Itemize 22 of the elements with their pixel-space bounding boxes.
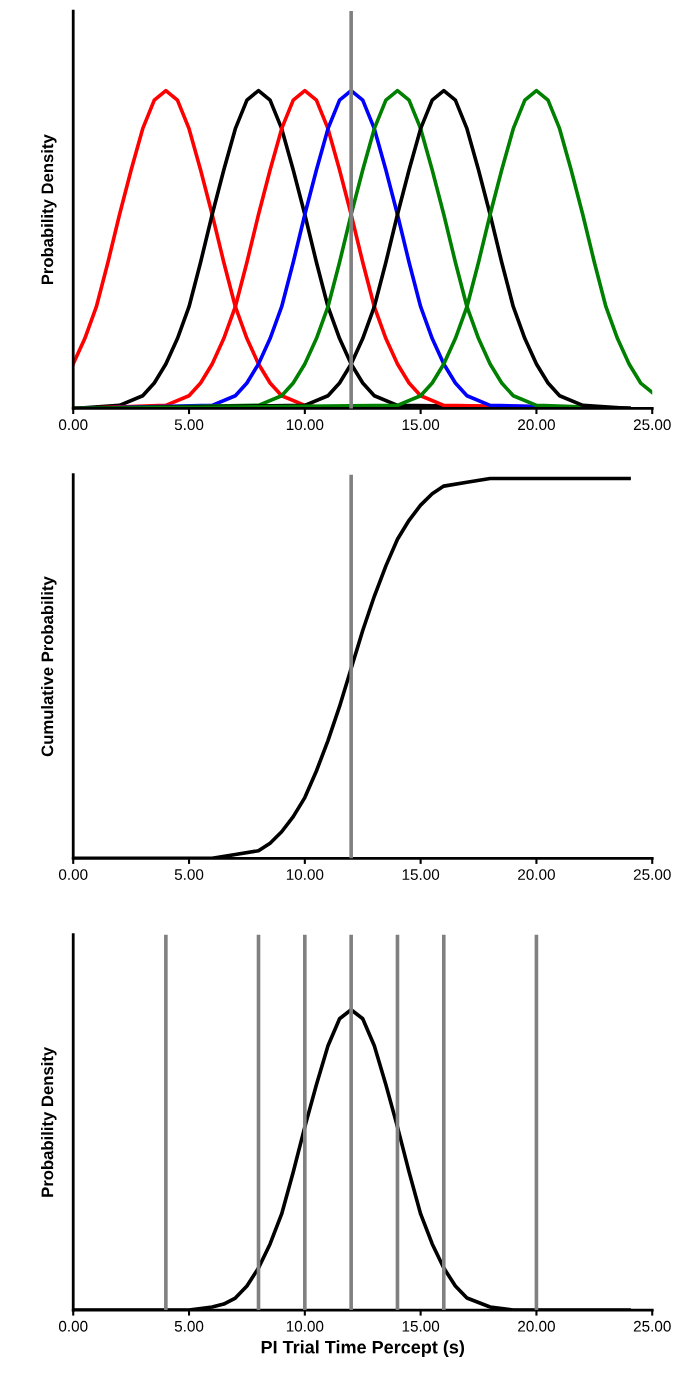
x-tick-label: 5.00	[174, 869, 204, 880]
y-axis-title: Cumulative Probability	[41, 576, 57, 757]
x-tick-label: 5.00	[174, 419, 204, 431]
x-tick-label: 25.00	[633, 869, 671, 880]
x-tick-label: 15.00	[402, 869, 440, 880]
x-tick-label: 20.00	[518, 869, 555, 880]
x-tick-label: 15.00	[402, 419, 440, 431]
x-tick-label: 15.00	[402, 1320, 440, 1332]
x-tick-label: 10.00	[286, 869, 324, 880]
y-axis-title: Probability Density	[41, 134, 57, 285]
x-tick-label: 20.00	[518, 1320, 555, 1332]
x-tick-label: 25.00	[633, 419, 671, 431]
x-tick-label: 10.00	[286, 1320, 324, 1332]
x-tick-label: 0.00	[58, 1320, 88, 1332]
y-axis-title: Probability Density	[41, 1046, 57, 1197]
x-tick-label: 25.00	[633, 1320, 671, 1332]
x-tick-label: 10.00	[286, 419, 324, 431]
x-tick-label: 0.00	[58, 869, 88, 880]
x-tick-label: 0.00	[58, 419, 88, 431]
x-tick-label: 5.00	[174, 1320, 204, 1332]
x-axis-title: PI Trial Time Percept (s)	[261, 1340, 465, 1358]
x-tick-label: 20.00	[518, 419, 555, 431]
